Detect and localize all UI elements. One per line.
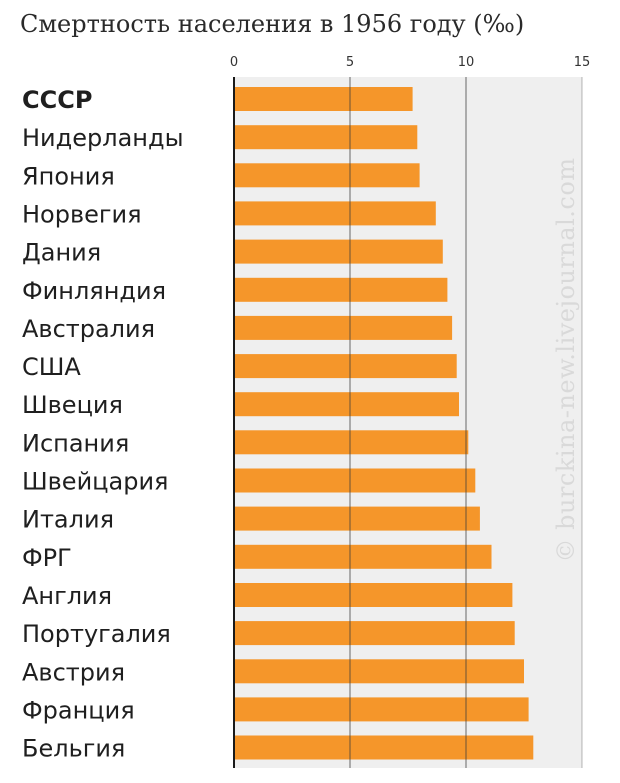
plot-background bbox=[234, 77, 582, 768]
bar-12 bbox=[234, 544, 492, 569]
chart-title: Смертность населения в 1956 году (‰) bbox=[20, 10, 525, 38]
category-label-6: Австралия bbox=[22, 315, 155, 343]
category-label-16: Франция bbox=[22, 696, 135, 724]
category-label-13: Англия bbox=[22, 582, 112, 610]
category-label-17: Бельгия bbox=[22, 735, 125, 763]
category-label-0: СССР bbox=[22, 86, 92, 114]
x-tick-label-10: 10 bbox=[458, 55, 475, 70]
bar-15 bbox=[234, 659, 524, 684]
category-label-2: Япония bbox=[22, 162, 115, 190]
gridlines-group bbox=[349, 77, 583, 768]
bar-14 bbox=[234, 621, 515, 646]
bar-0 bbox=[234, 87, 413, 111]
category-label-10: Швейцария bbox=[22, 468, 168, 496]
category-label-15: Австрия bbox=[22, 658, 125, 686]
category-label-12: ФРГ bbox=[22, 544, 72, 572]
category-label-9: Испания bbox=[22, 429, 129, 457]
bar-1 bbox=[234, 125, 418, 150]
x-tick-labels-group: 0 5 10 15 bbox=[230, 55, 590, 70]
bar-13 bbox=[234, 583, 513, 607]
category-label-5: Финляндия bbox=[22, 277, 166, 305]
category-label-8: Швеция bbox=[22, 391, 123, 419]
bar-8 bbox=[234, 392, 459, 417]
category-label-1: Нидерланды bbox=[22, 124, 184, 152]
category-label-4: Дания bbox=[22, 239, 101, 267]
x-tick-label-0: 0 bbox=[230, 55, 238, 70]
bar-11 bbox=[234, 506, 480, 531]
bar-9 bbox=[234, 430, 469, 455]
bar-17 bbox=[234, 735, 534, 760]
bar-4 bbox=[234, 239, 443, 264]
x-tick-label-5: 5 bbox=[346, 55, 354, 70]
category-label-7: США bbox=[22, 353, 81, 381]
bar-3 bbox=[234, 201, 436, 226]
category-labels-group: СССР Нидерланды Япония Норвегия Дания Финлянд… bbox=[22, 86, 184, 763]
bar-10 bbox=[234, 468, 476, 493]
bar-5 bbox=[234, 277, 448, 302]
bars-group bbox=[234, 87, 534, 760]
bar-6 bbox=[234, 315, 453, 340]
bar-2 bbox=[234, 163, 420, 188]
x-tick-label-15: 15 bbox=[574, 55, 591, 70]
watermark: © burckina-new.livejournal.com bbox=[552, 157, 580, 563]
category-label-14: Португалия bbox=[22, 620, 171, 648]
category-label-3: Норвегия bbox=[22, 200, 142, 228]
category-label-11: Италия bbox=[22, 506, 114, 534]
bar-16 bbox=[234, 697, 529, 722]
bar-7 bbox=[234, 354, 457, 379]
